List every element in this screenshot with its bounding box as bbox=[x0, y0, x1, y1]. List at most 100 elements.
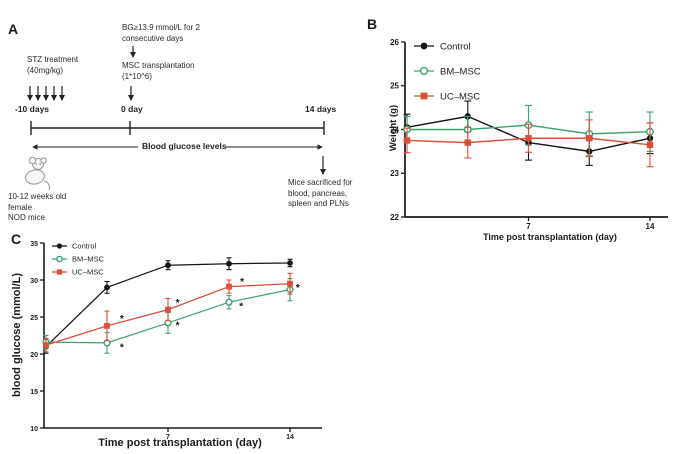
y-ticks: 22 23 24 25 26 bbox=[390, 38, 405, 222]
filled-square-marker-icon bbox=[226, 283, 232, 290]
significance-star: * bbox=[296, 283, 300, 294]
filled-circle-marker-icon bbox=[165, 262, 171, 269]
chart-weight: 22 23 24 25 26 7 14 Control BM–MSC UC–MSC Time pos… bbox=[388, 38, 668, 242]
x-tick-label: 14 bbox=[646, 222, 655, 231]
x-axis-label: Time post transplantation (day) bbox=[483, 232, 617, 242]
legend-label: BM–MSC bbox=[72, 255, 105, 264]
y-tick-label: 25 bbox=[390, 82, 399, 91]
mouse-icon bbox=[25, 156, 50, 191]
chart-glucose: 10 15 20 25 30 35 7 14 Control BM–MSC UC–MSC Time p… bbox=[11, 241, 322, 449]
legend-label: UC–MSC bbox=[72, 268, 104, 277]
y-tick-label: 24 bbox=[390, 125, 399, 134]
x-tick-label: 7 bbox=[166, 434, 170, 441]
text-line: NOD mice bbox=[8, 213, 45, 222]
y-tick-label: 10 bbox=[30, 426, 38, 433]
text-line: spleen and PLNs bbox=[288, 199, 349, 208]
y-ticks: 10 15 20 25 30 35 bbox=[30, 241, 44, 433]
filled-square-marker-icon bbox=[525, 135, 532, 142]
text-line: STZ treatment bbox=[27, 55, 79, 64]
y-tick-label: 15 bbox=[30, 389, 38, 396]
y-axis-label: Weight (g) bbox=[388, 105, 399, 151]
text-line: blood, pancreas, bbox=[288, 188, 348, 198]
significance-star: * bbox=[176, 321, 180, 332]
legend-label: UC–MSC bbox=[440, 91, 480, 102]
legend-label: Control bbox=[72, 242, 97, 251]
y-tick-label: 26 bbox=[390, 38, 399, 47]
filled-square-marker-icon bbox=[56, 269, 63, 275]
panel-b-label: B bbox=[367, 16, 378, 32]
significance-star: * bbox=[120, 342, 124, 353]
text-line: Mice sacrificed for bbox=[288, 178, 353, 187]
text-line: female bbox=[8, 202, 33, 212]
legend-item: BM–MSC bbox=[414, 66, 481, 77]
timeline-axis bbox=[30, 121, 325, 135]
legend-item: UC–MSC bbox=[52, 268, 104, 277]
filled-circle-marker-icon bbox=[104, 284, 110, 291]
series-uc-msc bbox=[43, 272, 293, 353]
filled-square-marker-icon bbox=[586, 135, 593, 142]
legend-label: Control bbox=[440, 41, 471, 52]
significance-star: * bbox=[176, 298, 180, 309]
text-line: (1*10^6) bbox=[122, 71, 152, 81]
y-tick-label: 22 bbox=[390, 213, 399, 222]
filled-circle-marker-icon bbox=[287, 260, 293, 266]
sacrifice-text: Mice sacrificed for blood, pancreas, spl… bbox=[288, 178, 352, 210]
filled-square-marker-icon bbox=[43, 342, 49, 349]
stz-arrows-icon bbox=[27, 86, 65, 101]
mice-info-text: 10-12 weeks old female NOD mice bbox=[8, 192, 66, 224]
y-tick-label: 23 bbox=[390, 169, 399, 178]
text-line: MSC transplantation bbox=[122, 61, 195, 70]
timeline-start-label: -10 days bbox=[15, 104, 50, 114]
x-ticks: 7 14 bbox=[166, 428, 294, 441]
open-circle-marker-icon bbox=[56, 255, 63, 263]
text-line: 10-12 weeks old bbox=[8, 192, 67, 201]
filled-square-marker-icon bbox=[464, 139, 471, 146]
filled-circle-marker-icon bbox=[226, 260, 232, 267]
legend-item: Control bbox=[414, 41, 471, 52]
timeline-graphics bbox=[25, 46, 326, 191]
text-line: consecutive days bbox=[122, 33, 184, 43]
x-tick-label: 7 bbox=[526, 222, 531, 231]
filled-circle-marker-icon bbox=[56, 243, 63, 249]
y-tick-label: 30 bbox=[30, 278, 38, 285]
x-ticks: 7 14 bbox=[526, 217, 655, 231]
panel-c-label: C bbox=[11, 231, 22, 247]
filled-circle-marker-icon bbox=[420, 42, 428, 50]
filled-square-marker-icon bbox=[420, 92, 428, 100]
y-tick-label: 25 bbox=[30, 315, 38, 322]
series-control bbox=[43, 257, 293, 354]
significance-star: * bbox=[120, 314, 124, 325]
filled-square-marker-icon bbox=[646, 141, 654, 149]
panel-a-label: A bbox=[8, 21, 19, 37]
legend: Control BM–MSC UC–MSC bbox=[52, 242, 105, 277]
significance-stars: * * * * * * * bbox=[120, 277, 300, 353]
text-line: BG≥13.9 mmol/L for 2 bbox=[122, 23, 200, 32]
bg-criteria-text: BG≥13.9 mmol/L for 2 consecutive days bbox=[122, 23, 200, 44]
y-axis-label: blood glucose (mmol/L) bbox=[11, 273, 23, 397]
legend-label: BM–MSC bbox=[440, 66, 481, 77]
text-line: (40mg/kg) bbox=[27, 65, 64, 75]
filled-square-marker-icon bbox=[403, 137, 411, 144]
filled-square-marker-icon bbox=[165, 306, 171, 313]
significance-star: * bbox=[240, 277, 244, 288]
legend-item: UC–MSC bbox=[414, 91, 480, 102]
series-uc-msc bbox=[403, 119, 654, 168]
y-tick-label: 35 bbox=[30, 241, 38, 248]
timeline-mid-label: 0 day bbox=[121, 104, 143, 114]
filled-square-marker-icon bbox=[104, 322, 110, 329]
msc-transplantation-text: MSC transplantation (1*10^6) bbox=[122, 61, 194, 82]
x-axis-label: Time post transplantation (day) bbox=[98, 437, 262, 449]
significance-star: * bbox=[239, 302, 243, 313]
open-circle-marker-icon bbox=[419, 66, 429, 76]
x-tick-label: 14 bbox=[286, 434, 294, 441]
timeline-end-label: 14 days bbox=[305, 104, 337, 114]
stz-treatment-text: STZ treatment (40mg/kg) bbox=[27, 55, 78, 76]
legend: Control BM–MSC UC–MSC bbox=[414, 41, 481, 102]
open-circle-marker-icon bbox=[225, 298, 233, 306]
filled-square-marker-icon bbox=[287, 280, 293, 287]
blood-glucose-levels-label: Blood glucose levels bbox=[142, 141, 227, 151]
legend-item: Control bbox=[52, 242, 97, 251]
legend-item: BM–MSC bbox=[52, 255, 105, 264]
